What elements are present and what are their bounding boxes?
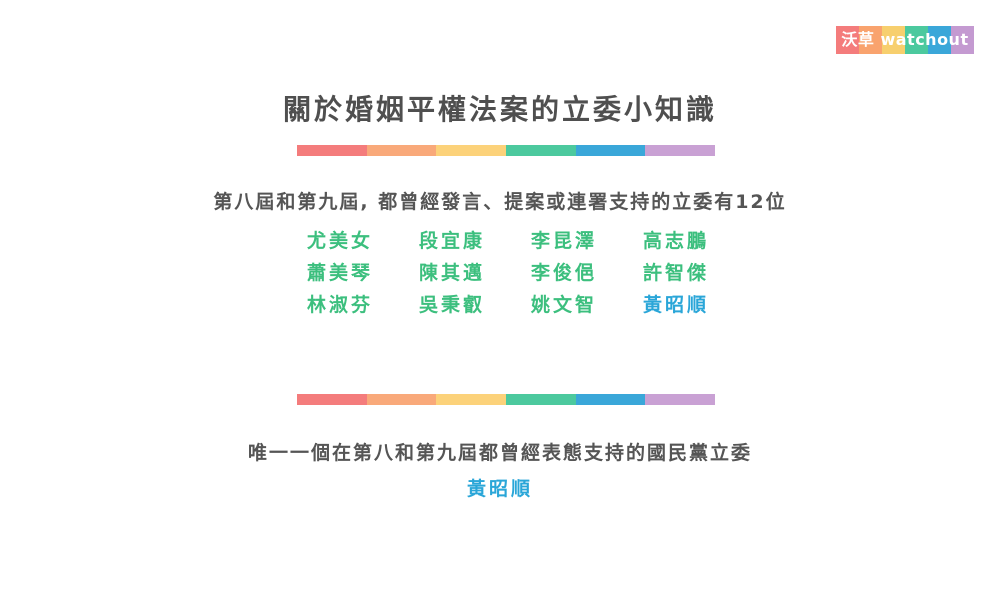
rainbow-segment <box>506 394 576 405</box>
legislator-name: 尤美女 <box>307 230 374 252</box>
rainbow-segment <box>575 145 646 156</box>
legislator-name: 李俊俋 <box>531 262 598 284</box>
rainbow-divider-bottom <box>297 394 716 405</box>
legislator-name: 段宜康 <box>419 230 486 252</box>
legislator-name-highlight: 黃昭順 <box>643 294 710 316</box>
rainbow-segment <box>366 394 437 405</box>
rainbow-segment <box>506 145 576 156</box>
legislator-name: 林淑芬 <box>307 294 374 316</box>
legislator-name: 蕭美琴 <box>307 262 374 284</box>
rainbow-segment <box>436 394 507 405</box>
legislator-name: 李昆澤 <box>531 230 598 252</box>
rainbow-segment <box>436 145 507 156</box>
rainbow-segment <box>575 394 646 405</box>
rainbow-segment <box>366 145 437 156</box>
rainbow-segment <box>297 145 367 156</box>
legislator-name: 高志鵬 <box>643 230 710 252</box>
logo-color-segment <box>836 26 859 54</box>
logo-color-segment <box>951 26 974 54</box>
legislator-name: 陳其邁 <box>419 262 486 284</box>
legislator-name: 姚文智 <box>531 294 598 316</box>
rainbow-divider-top <box>297 145 716 156</box>
section-subtitle-kmt: 唯一一個在第八和第九屆都曾經表態支持的國民黨立委 <box>247 442 752 464</box>
highlight-legislator-name: 黃昭順 <box>466 478 533 500</box>
section-subtitle-supporters: 第八屆和第九屆, 都曾經發言、提案或連署支持的立委有12位 <box>213 191 787 213</box>
logo-color-segment <box>859 26 882 54</box>
page-title: 關於婚姻平權法案的立委小知識 <box>282 93 717 126</box>
logo-text: 沃草 watchout <box>841 30 969 49</box>
legislator-name: 許智傑 <box>643 262 710 284</box>
rainbow-segment <box>645 145 716 156</box>
legislator-name: 吳秉叡 <box>419 294 486 316</box>
logo-color-segment <box>882 26 905 54</box>
logo-color-segment <box>928 26 951 54</box>
watchout-logo[interactable]: 沃草 watchout <box>836 26 974 54</box>
legislator-grid: 尤美女 段宜康 李昆澤 高志鵬 蕭美琴 陳其邁 李俊俋 許智傑 林淑芬 吳秉叡 … <box>295 228 735 318</box>
rainbow-segment <box>297 394 367 405</box>
rainbow-segment <box>645 394 716 405</box>
logo-color-segment <box>905 26 928 54</box>
